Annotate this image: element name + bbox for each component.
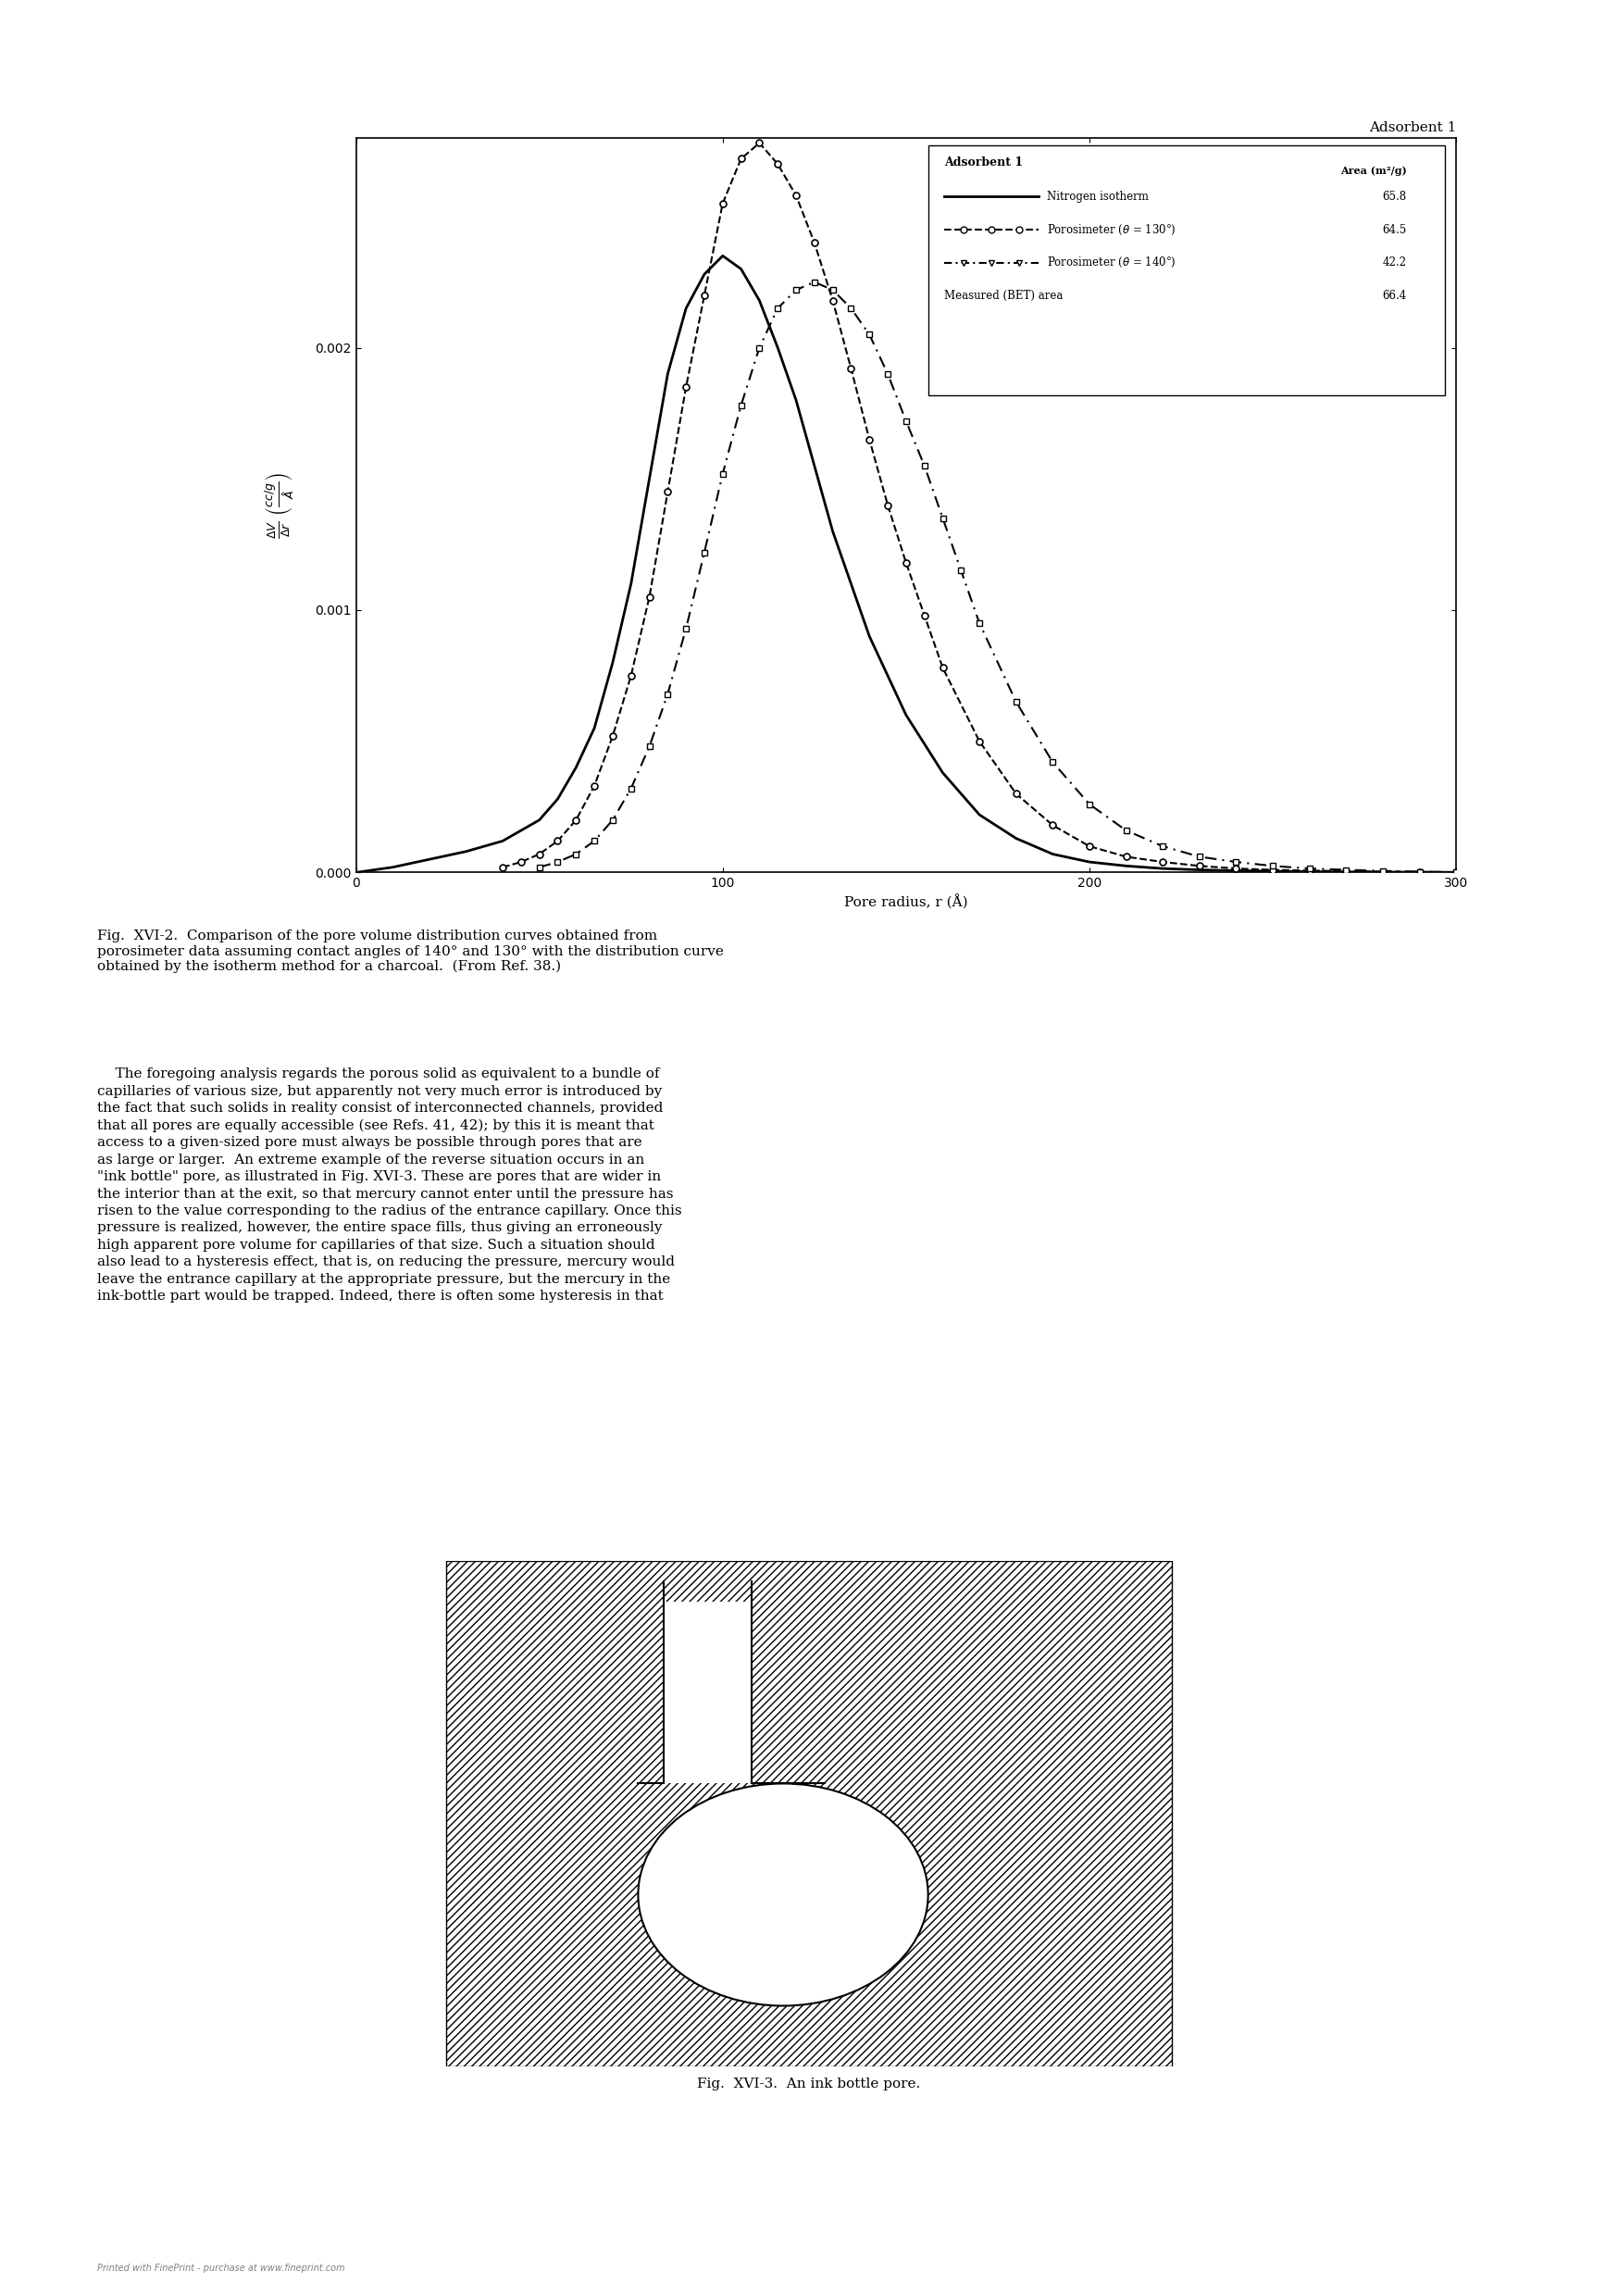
Text: The foregoing analysis regards the porous solid as equivalent to a bundle of
cap: The foregoing analysis regards the porou… xyxy=(97,1068,681,1302)
Text: 64.5: 64.5 xyxy=(1382,223,1406,236)
Text: Nitrogen isotherm: Nitrogen isotherm xyxy=(972,152,1074,165)
Text: Area (m²/g): Area (m²/g) xyxy=(1340,165,1406,177)
Text: Measured (BET) area: Measured (BET) area xyxy=(945,289,1063,301)
Text: 65.8: 65.8 xyxy=(1382,191,1406,202)
X-axis label: Pore radius, r (Å): Pore radius, r (Å) xyxy=(845,895,968,909)
Text: Fig.  XVI-3.  An ink bottle pore.: Fig. XVI-3. An ink bottle pore. xyxy=(697,2078,921,2092)
Text: Porosimeter ($\theta$ = 140°): Porosimeter ($\theta$ = 140°) xyxy=(1047,255,1176,269)
Y-axis label: $\frac{\Delta V}{\Delta r}$ $\left(\frac{cc/g}{\AA}\right)$: $\frac{\Delta V}{\Delta r}$ $\left(\frac… xyxy=(264,471,296,540)
Ellipse shape xyxy=(637,1784,929,2007)
Ellipse shape xyxy=(637,1784,929,2007)
Text: Adsorbent 1: Adsorbent 1 xyxy=(945,156,1023,168)
Text: Printed with FinePrint - purchase at www.fineprint.com: Printed with FinePrint - purchase at www… xyxy=(97,2264,345,2273)
Bar xyxy=(663,1603,752,1784)
Text: Area (m²/g): Area (m²/g) xyxy=(1370,152,1434,165)
Text: Porosimeter ($\theta$ = 130°): Porosimeter ($\theta$ = 130°) xyxy=(1047,223,1176,236)
Text: 66.4: 66.4 xyxy=(1382,289,1406,301)
Text: 42.2: 42.2 xyxy=(1383,257,1406,269)
FancyBboxPatch shape xyxy=(929,145,1445,395)
Text: Fig.  XVI-2.  Comparison of the pore volume distribution curves obtained from
po: Fig. XVI-2. Comparison of the pore volum… xyxy=(97,930,723,974)
Bar xyxy=(447,1561,1171,2066)
Text: Nitrogen isotherm: Nitrogen isotherm xyxy=(1047,191,1149,202)
Text: Adsorbent 1: Adsorbent 1 xyxy=(1369,122,1456,133)
Polygon shape xyxy=(654,1662,726,1743)
Text: 65.8: 65.8 xyxy=(1409,152,1434,165)
Bar xyxy=(447,1561,1171,2066)
